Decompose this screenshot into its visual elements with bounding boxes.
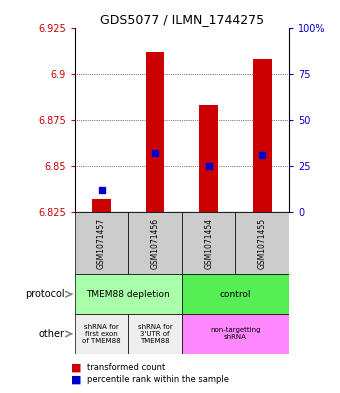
- Bar: [75, 274, 182, 314]
- Bar: [75, 212, 128, 274]
- Text: shRNA for
3'UTR of
TMEM88: shRNA for 3'UTR of TMEM88: [138, 324, 172, 344]
- Text: percentile rank within the sample: percentile rank within the sample: [87, 375, 229, 384]
- Text: TMEM88 depletion: TMEM88 depletion: [86, 290, 170, 299]
- Text: GSM1071455: GSM1071455: [258, 218, 267, 269]
- Text: ■: ■: [71, 362, 82, 373]
- Bar: [75, 314, 128, 354]
- Bar: [182, 212, 235, 274]
- Text: other: other: [39, 329, 65, 339]
- Text: GSM1071456: GSM1071456: [151, 218, 159, 269]
- Text: GSM1071454: GSM1071454: [204, 218, 213, 269]
- Text: control: control: [220, 290, 251, 299]
- Title: GDS5077 / ILMN_1744275: GDS5077 / ILMN_1744275: [100, 13, 264, 26]
- Text: shRNA for
first exon
of TMEM88: shRNA for first exon of TMEM88: [82, 324, 121, 344]
- Bar: [253, 59, 272, 212]
- Bar: [182, 274, 289, 314]
- Text: GSM1071457: GSM1071457: [97, 218, 106, 269]
- Bar: [235, 212, 289, 274]
- Bar: [129, 314, 182, 354]
- Bar: [146, 51, 165, 212]
- Text: protocol: protocol: [25, 289, 65, 299]
- Text: non-targetting
shRNA: non-targetting shRNA: [210, 327, 261, 340]
- Bar: [199, 105, 218, 212]
- Bar: [92, 199, 111, 212]
- Text: transformed count: transformed count: [87, 363, 165, 372]
- Text: ■: ■: [71, 374, 82, 384]
- Bar: [182, 314, 289, 354]
- Bar: [129, 212, 182, 274]
